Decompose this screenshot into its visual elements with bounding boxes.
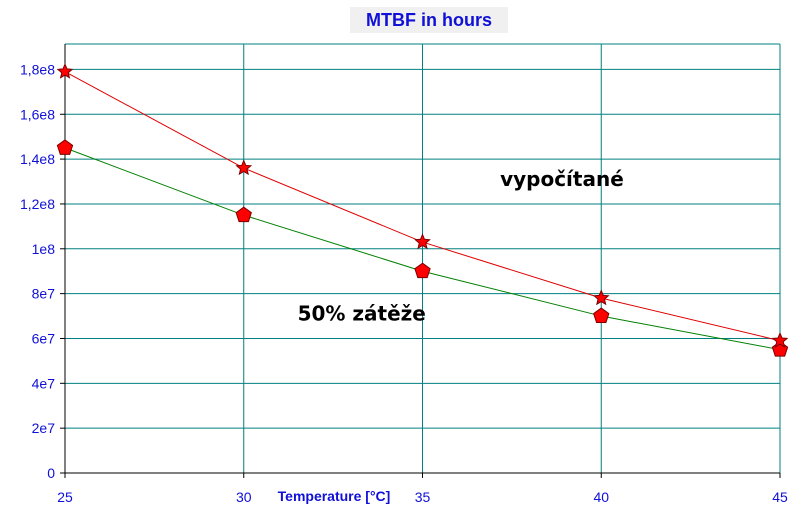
data-point-star <box>56 62 74 79</box>
chart-title-background <box>350 7 508 33</box>
data-point-star <box>235 159 253 176</box>
y-tick-label: 6e7 <box>32 330 56 346</box>
data-point-pentagon <box>593 307 610 324</box>
x-tick-label: 25 <box>57 489 73 505</box>
y-tick-label: 0 <box>47 465 55 481</box>
y-tick-label: 8e7 <box>32 286 56 302</box>
data-markers <box>56 62 789 357</box>
y-tick-label: 1,4e8 <box>20 151 55 167</box>
y-tick-label: 1,2e8 <box>20 196 55 212</box>
data-point-star <box>592 289 610 306</box>
grid-lines <box>60 43 781 478</box>
annotations: vypočítané 50% zátěže <box>298 167 624 326</box>
data-point-pentagon <box>235 206 252 223</box>
x-tick-label: 45 <box>772 489 788 505</box>
tick-labels: 0 2e7 4e7 6e7 8e7 1e8 1,2e8 1,4e8 1,6e8 1,8e8 25 30… <box>20 61 788 505</box>
y-tick-label: 1,6e8 <box>20 106 55 122</box>
chart-title: MTBF in hours <box>366 10 492 30</box>
chart-annotation: vypočítané <box>500 167 624 191</box>
y-tick-label: 2e7 <box>32 420 56 436</box>
y-tick-label: 1,8e8 <box>20 61 55 77</box>
chart-annotation: 50% zátěže <box>298 302 426 326</box>
data-point-star <box>414 233 431 250</box>
x-tick-label: 40 <box>593 489 609 505</box>
y-tick-label: 4e7 <box>32 375 56 391</box>
x-axis-label: Temperature [°C] <box>278 488 391 504</box>
data-point-star <box>771 331 789 348</box>
y-tick-label: 1e8 <box>32 241 56 257</box>
x-tick-label: 30 <box>236 489 252 505</box>
data-point-pentagon <box>56 139 74 155</box>
x-tick-label: 35 <box>415 489 431 505</box>
data-point-pentagon <box>414 262 431 279</box>
